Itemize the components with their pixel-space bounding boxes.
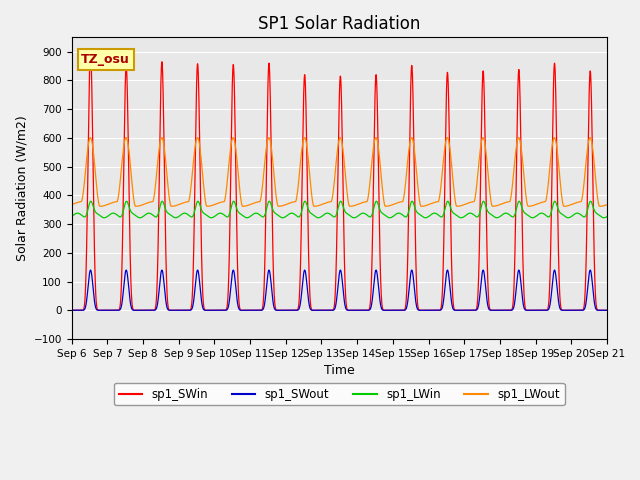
sp1_LWin	[603, 214, 611, 219]
sp1_LWout	[490, 204, 497, 209]
sp1_LWout	[86, 135, 94, 141]
Line: sp1_LWin: sp1_LWin	[72, 201, 607, 218]
sp1_SWin	[602, 307, 610, 313]
sp1_SWin	[86, 49, 94, 55]
Line: sp1_SWout: sp1_SWout	[72, 270, 607, 310]
sp1_SWout	[164, 307, 172, 312]
sp1_SWout	[319, 307, 327, 313]
sp1_LWin	[87, 198, 95, 204]
sp1_LWin	[460, 214, 467, 220]
Line: sp1_SWin: sp1_SWin	[72, 52, 607, 310]
sp1_LWout	[96, 204, 104, 209]
Line: sp1_LWout: sp1_LWout	[72, 138, 607, 206]
sp1_LWout	[603, 202, 611, 208]
sp1_SWin	[460, 307, 467, 313]
sp1_LWin	[319, 212, 327, 218]
sp1_SWout	[86, 267, 94, 273]
sp1_LWout	[319, 201, 327, 207]
sp1_SWin	[164, 303, 172, 309]
sp1_LWin	[164, 210, 172, 216]
sp1_LWout	[164, 184, 172, 190]
sp1_LWout	[603, 202, 611, 207]
sp1_LWout	[460, 202, 467, 208]
sp1_LWin	[490, 214, 497, 219]
sp1_LWin	[68, 214, 76, 219]
sp1_SWin	[490, 307, 497, 313]
sp1_LWin	[100, 215, 108, 221]
Y-axis label: Solar Radiation (W/m2): Solar Radiation (W/m2)	[15, 115, 28, 261]
Legend: sp1_SWin, sp1_SWout, sp1_LWin, sp1_LWout: sp1_SWin, sp1_SWout, sp1_LWin, sp1_LWout	[114, 383, 564, 406]
Title: SP1 Solar Radiation: SP1 Solar Radiation	[258, 15, 420, 33]
sp1_SWout	[602, 307, 610, 313]
sp1_SWout	[429, 307, 437, 313]
Text: TZ_osu: TZ_osu	[81, 53, 130, 66]
sp1_SWout	[490, 307, 497, 313]
sp1_LWout	[430, 200, 438, 205]
sp1_LWin	[430, 210, 438, 216]
sp1_SWout	[460, 307, 467, 313]
sp1_SWout	[68, 307, 76, 313]
X-axis label: Time: Time	[324, 364, 355, 377]
sp1_SWin	[319, 307, 327, 313]
sp1_SWin	[603, 307, 611, 313]
sp1_SWin	[68, 307, 76, 313]
sp1_LWout	[68, 202, 76, 207]
sp1_SWout	[603, 307, 611, 313]
sp1_LWin	[603, 214, 611, 220]
sp1_SWin	[429, 307, 437, 313]
